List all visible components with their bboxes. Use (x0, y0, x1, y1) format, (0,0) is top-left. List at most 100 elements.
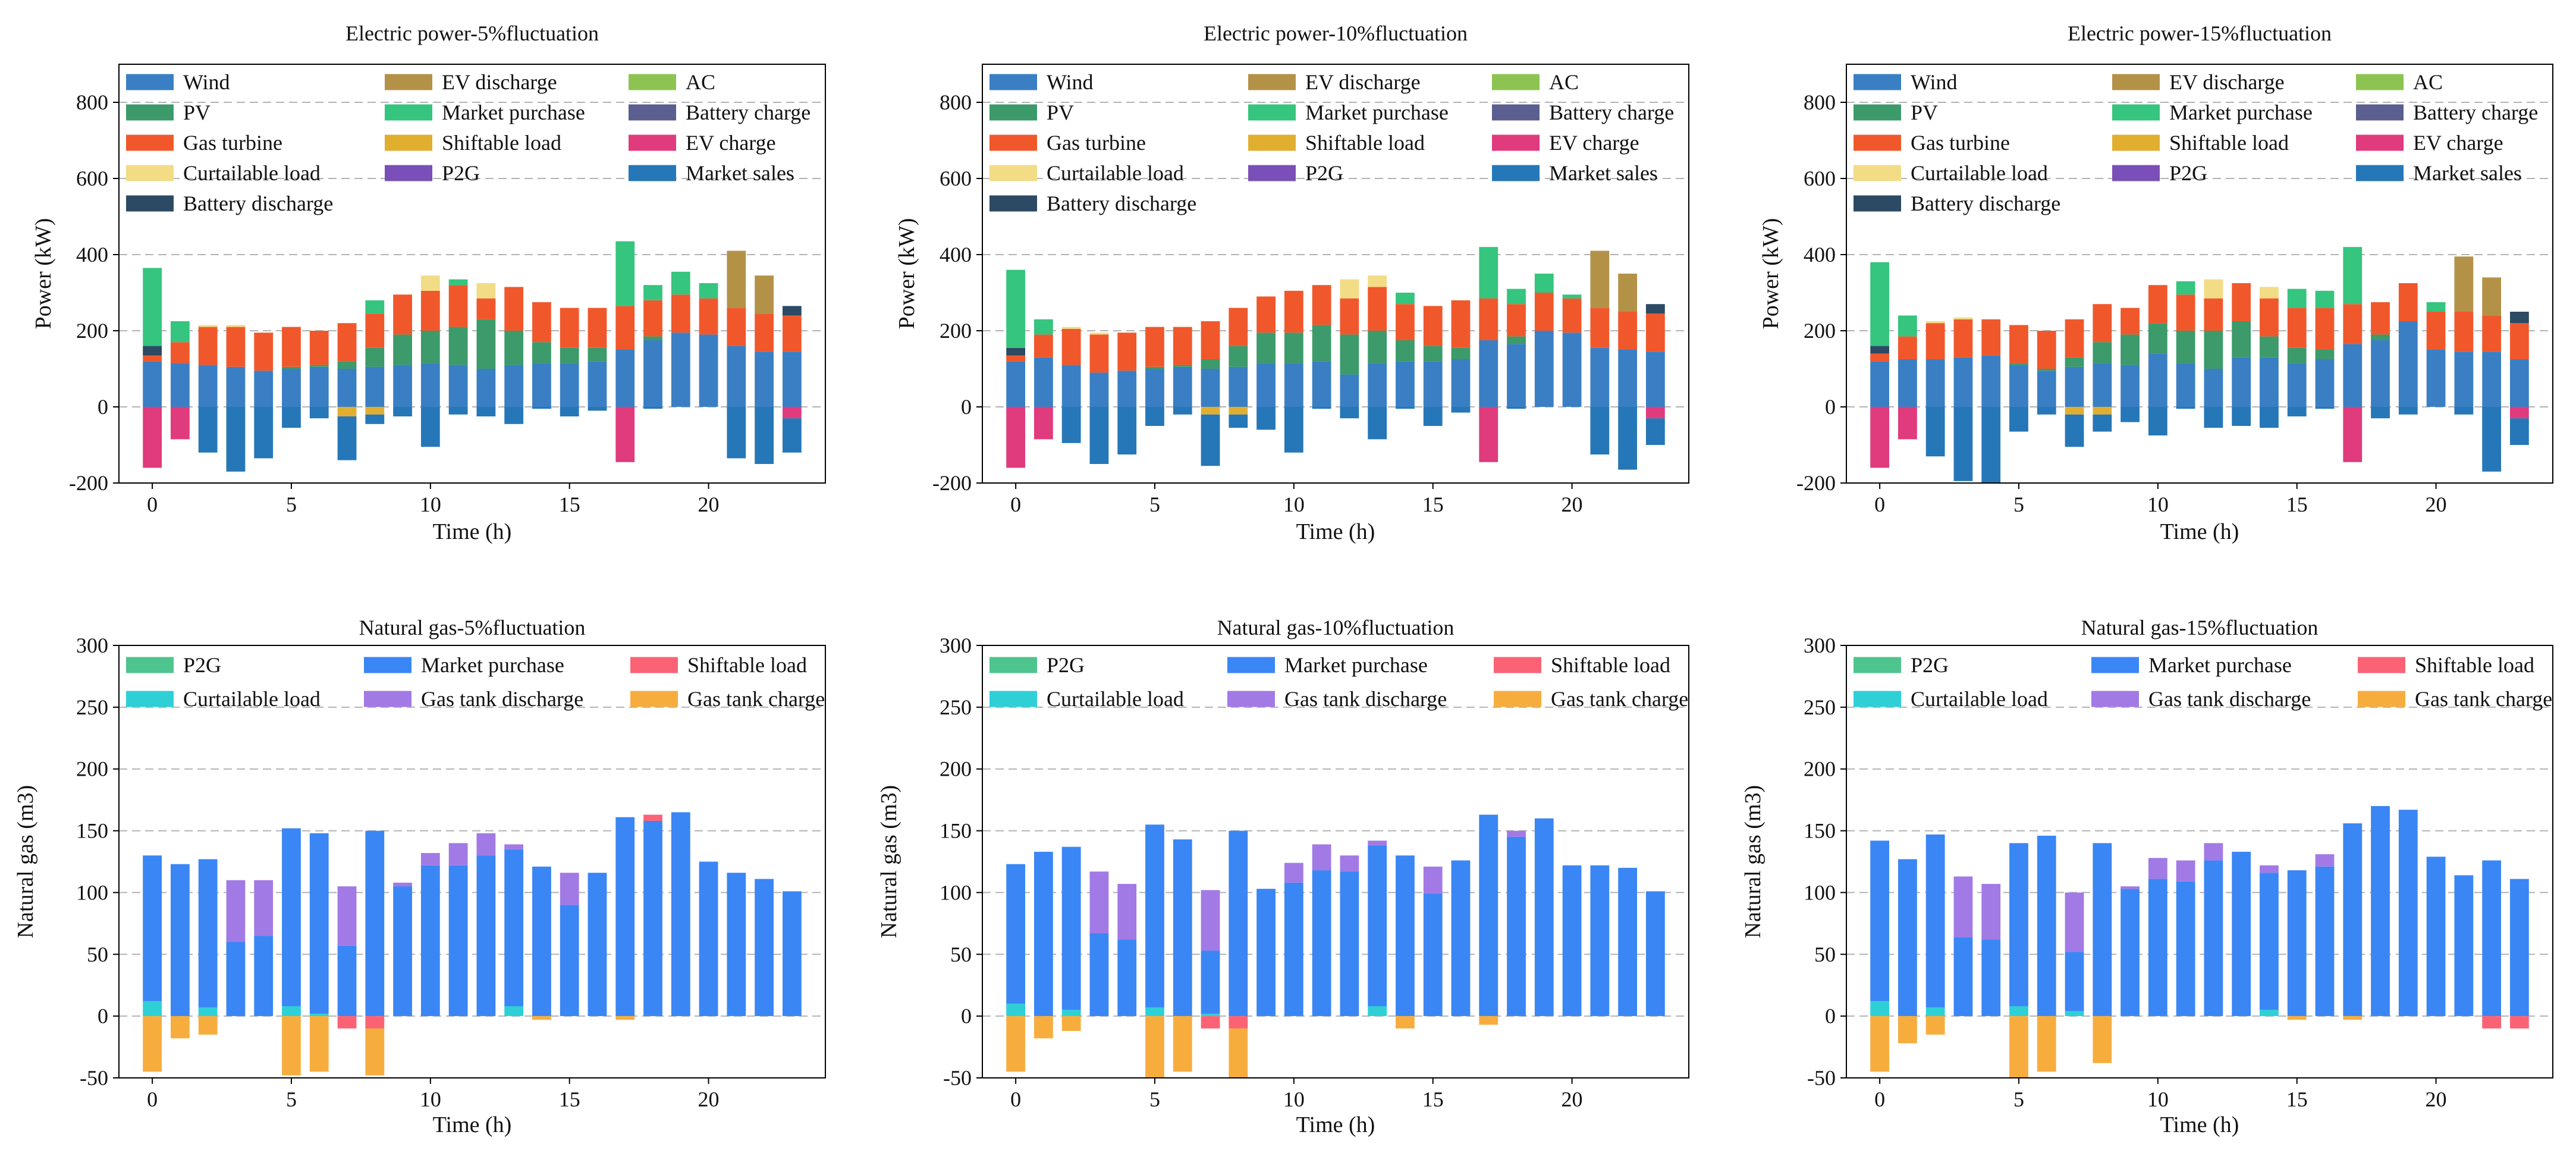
bar-gas-tank-discharge-t12 (2204, 843, 2223, 861)
bar-shiftable-load-t8 (2093, 407, 2112, 415)
legend-swatch (126, 165, 174, 181)
bar-market-sales-t18 (1507, 407, 1526, 409)
bar-market-sales-t12 (2204, 407, 2223, 428)
y-tick-label: 200 (1804, 319, 1836, 343)
bar-gas-tank-discharge-t4 (1981, 883, 2001, 940)
legend-swatch (1854, 657, 1901, 673)
bar-wind-t3 (1953, 357, 1973, 407)
bar-gas-turbine-t6 (309, 331, 329, 365)
y-tick-label: 0 (98, 395, 108, 419)
legend-label: Shiftable load (2415, 653, 2534, 677)
bar-market-purchase-t4 (254, 936, 274, 1017)
bar-gas-turbine-t19 (2398, 283, 2418, 321)
bar-wind-t3 (226, 366, 246, 407)
legend-swatch (1227, 657, 1275, 673)
bar-ev-charge-t23 (2509, 407, 2529, 419)
bar-wind-t18 (1507, 344, 1526, 407)
bar-ev-discharge-t21 (1590, 250, 1610, 308)
legend-swatch (2356, 74, 2404, 90)
legend-swatch (989, 74, 1037, 90)
legend-swatch (1854, 165, 1901, 181)
y-tick-label: 300 (76, 634, 108, 657)
bar-wind-t16 (1451, 359, 1471, 407)
bar-gas-tank-discharge-t9 (2121, 886, 2140, 889)
legend-label: Gas tank charge (687, 687, 825, 711)
x-tick-label: 0 (1010, 493, 1021, 516)
legend-swatch (629, 165, 676, 181)
bar-curtailable-load-t2 (1061, 1009, 1081, 1017)
bar-market-purchase-t22 (755, 879, 774, 1017)
bar-wind-t12 (476, 369, 496, 407)
y-axis-label: Natural gas (m3) (13, 785, 38, 938)
bar-shiftable-load-t18 (643, 814, 662, 821)
bar-ev-charge-t17 (1479, 407, 1499, 462)
y-tick-label: 200 (1804, 757, 1836, 781)
bar-wind-t23 (2509, 359, 2529, 407)
plot-frame (982, 645, 1689, 1078)
legend-swatch (989, 134, 1037, 151)
bar-market-purchase-t11 (448, 279, 468, 286)
bar-curtailable-load-t12 (2204, 279, 2223, 299)
legend-swatch (1494, 691, 1541, 707)
bar-market-purchase-t11 (2176, 281, 2195, 295)
chart-panel-1: -200 0 200 400 600 800 0 5 10 15 20 Electric power-… (894, 21, 1689, 544)
x-axis-label: Time (h) (433, 1112, 512, 1137)
bar-gas-turbine-t15 (1423, 306, 1443, 346)
chart-title: Natural gas-15%fluctuation (2081, 616, 2319, 639)
bar-market-purchase-t20 (2426, 302, 2446, 312)
bar-wind-t22 (755, 352, 774, 407)
x-tick-label: 10 (420, 1087, 441, 1111)
x-tick-label: 10 (2147, 1087, 2169, 1111)
legend-label: AC (2413, 70, 2443, 94)
bar-gas-turbine-t5 (1145, 327, 1164, 367)
bar-gas-turbine-t20 (2426, 312, 2446, 350)
bar-gas-tank-charge-t8 (1229, 1028, 1248, 1078)
bar-market-sales-t12 (476, 407, 496, 416)
bar-market-sales-t22 (755, 407, 774, 464)
legend-swatch (989, 195, 1037, 212)
bar-market-purchase-t10 (2148, 879, 2167, 1017)
bar-gas-turbine-t13 (1368, 287, 1387, 331)
bar-wind-t13 (504, 365, 524, 407)
bar-gas-tank-charge-t2 (198, 1016, 218, 1035)
bar-gas-turbine-t4 (1981, 319, 2001, 356)
bar-market-purchase-t0 (143, 855, 162, 1002)
bar-pv-t16 (2315, 350, 2335, 359)
bar-battery-discharge-t23 (782, 306, 802, 316)
bar-gas-turbine-t4 (254, 333, 274, 371)
bar-gas-tank-charge-t8 (2093, 1016, 2112, 1064)
legend-label: Battery charge (2413, 101, 2538, 124)
bar-gas-turbine-t5 (2009, 325, 2028, 363)
legend-label: Gas turbine (1911, 131, 2010, 155)
bar-wind-t21 (1590, 347, 1610, 407)
legend-label: Battery discharge (1047, 192, 1196, 215)
x-tick-label: 20 (698, 1087, 720, 1111)
bar-gas-turbine-t1 (170, 342, 190, 363)
legend-label: Wind (1911, 70, 1958, 94)
bar-battery-discharge-t0 (143, 346, 162, 356)
bar-gas-tank-charge-t2 (1061, 1016, 1081, 1031)
bar-pv-t13 (504, 331, 524, 365)
legend-label: Battery discharge (183, 192, 333, 215)
bar-market-purchase-t19 (1534, 818, 1554, 1017)
bar-market-purchase-t5 (282, 828, 301, 1007)
legend-label: Market sales (2413, 161, 2522, 185)
legend-swatch (364, 657, 411, 673)
legend-label: P2G (2169, 161, 2207, 185)
y-tick-label: 0 (1825, 395, 1836, 419)
bar-market-purchase-t0 (1870, 841, 1890, 1002)
bar-gas-turbine-t10 (2148, 285, 2167, 324)
legend-label: Battery charge (1549, 101, 1674, 124)
x-axis-label: Time (h) (433, 519, 512, 544)
x-tick-label: 15 (559, 493, 580, 516)
bar-market-purchase-t5 (2009, 843, 2028, 1007)
legend-label: EV discharge (2169, 70, 2285, 94)
bar-curtailable-load-t0 (1870, 1001, 1890, 1017)
legend-label: EV charge (1549, 131, 1639, 155)
bar-shiftable-load-t23 (2509, 1016, 2529, 1029)
bar-gas-turbine-t0 (1870, 353, 1890, 362)
bar-gas-turbine-t2 (1061, 328, 1081, 365)
bar-market-purchase-t0 (143, 268, 162, 346)
legend-label: Market purchase (1305, 101, 1449, 124)
x-tick-label: 5 (286, 1087, 297, 1111)
